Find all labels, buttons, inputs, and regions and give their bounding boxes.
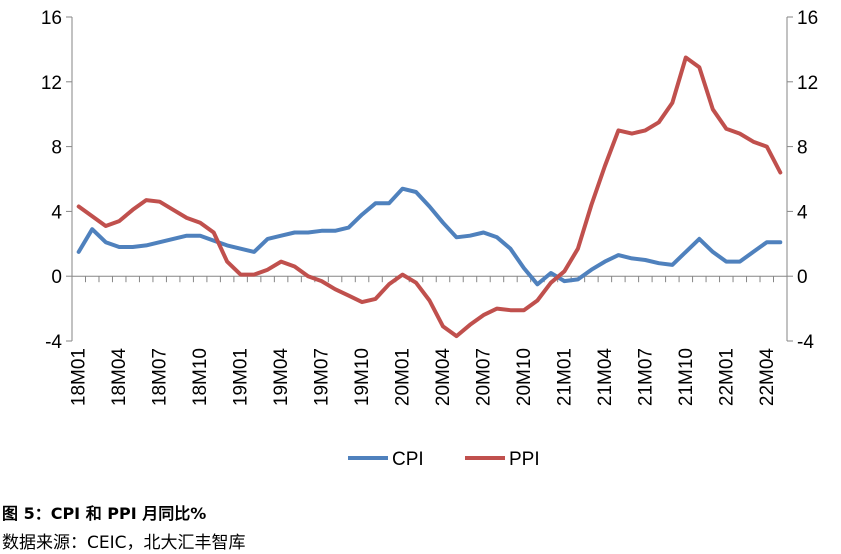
series-line-ppi (76, 55, 783, 339)
x-tick-label: 19M07 (312, 348, 333, 406)
y-right-tick-label: -4 (797, 332, 814, 353)
x-tick-label: 18M04 (109, 348, 130, 407)
x-tick-label: 18M07 (150, 348, 171, 406)
y-right-tick-label: 4 (797, 202, 808, 223)
axes: -4 0 4 8 12 16 -4 0 4 8 12 16 18M01 18M04 18M07 18M10 19… (41, 8, 818, 406)
figure-source: 数据来源：CEIC，北大汇丰智库 (2, 533, 246, 553)
y-right-tick-label: 12 (797, 73, 818, 94)
x-tick-label: 21M01 (554, 348, 575, 406)
x-tick-label: 20M07 (473, 348, 494, 406)
y-right-tick-label: 0 (797, 267, 808, 288)
y-left-tick-label: 0 (51, 267, 62, 288)
y-left-tick-label: -4 (45, 332, 62, 353)
y-left-tick-label: 8 (51, 138, 62, 159)
legend-label-ppi: PPI (509, 449, 540, 470)
y-right-tick-label: 16 (797, 8, 818, 29)
x-tick-label: 22M04 (757, 348, 778, 407)
x-tick-label: 21M04 (595, 348, 616, 407)
x-tick-label: 22M01 (716, 348, 737, 406)
y-left-tick-label: 16 (41, 8, 62, 29)
x-tick-label: 20M10 (514, 348, 535, 406)
x-tick-label: 19M10 (352, 348, 373, 406)
x-tick-label: 21M07 (635, 348, 656, 406)
x-tick-label: 21M10 (676, 348, 697, 406)
y-right-tick-label: 8 (797, 138, 808, 159)
x-tick-label: 20M04 (433, 348, 454, 407)
y-left-tick-label: 4 (51, 202, 62, 223)
figure-title: 图 5：CPI 和 PPI 月同比% (2, 504, 207, 523)
x-tick-label: 19M01 (231, 348, 252, 406)
series-layer (76, 55, 783, 339)
legend-label-cpi: CPI (392, 449, 424, 470)
x-tick-label: 19M04 (271, 348, 292, 407)
cpi-ppi-chart: -4 0 4 8 12 16 -4 0 4 8 12 16 18M01 18M04 18M07 18M10 19… (41, 8, 818, 470)
x-tick-label: 20M01 (393, 348, 414, 406)
x-tick-label: 18M10 (190, 348, 211, 406)
x-tick-label: 18M01 (69, 348, 90, 406)
legend: CPI PPI (348, 449, 540, 470)
series-line-cpi (76, 186, 783, 287)
y-left-tick-label: 12 (41, 73, 62, 94)
